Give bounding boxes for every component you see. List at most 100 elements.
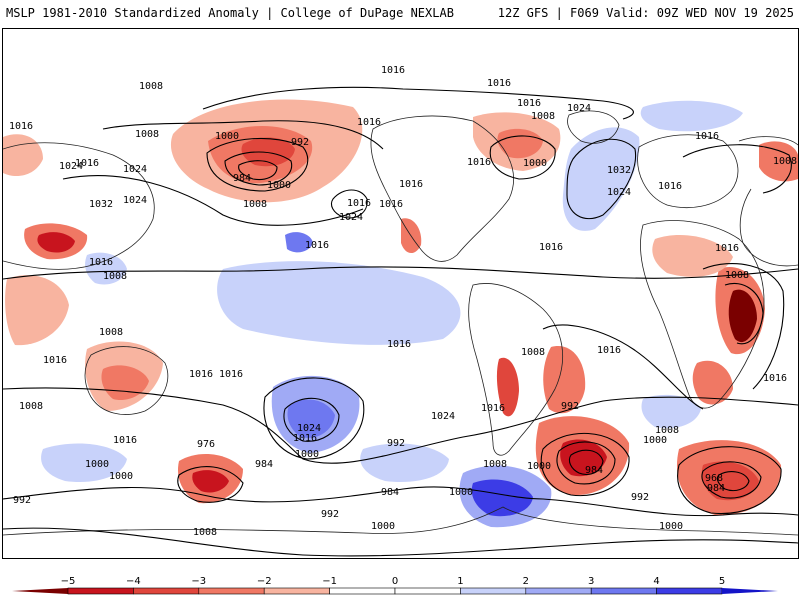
isobar-1024-south-pacific-high	[263, 377, 365, 460]
anomaly-pos-south-pacific-mid	[360, 443, 449, 483]
colorbar-tick-label: −2	[257, 576, 272, 587]
isobar-label: 1024	[297, 423, 321, 434]
isobar-label: 1016	[113, 435, 137, 446]
isobar-1016-atlantic-tropics	[542, 324, 704, 410]
isobar-1008-southern-ocean	[3, 527, 798, 557]
isobar-label: 1000	[215, 131, 239, 142]
isobar-label: 1016	[658, 181, 682, 192]
isobar-label: 1016	[539, 242, 563, 253]
isobar-label: 1016	[467, 157, 491, 168]
coast-asia-east	[738, 136, 798, 267]
anomaly-pos-south-pacific-high-core	[287, 399, 335, 438]
coast-antarctica	[3, 506, 798, 536]
colorbar-tick-label: 2	[523, 576, 529, 587]
isobar-label: 1016	[379, 199, 403, 210]
anomaly-neg-south-indian-core	[701, 461, 759, 501]
isobar-label: 1016	[189, 369, 213, 380]
isobar-label: 1016	[487, 78, 511, 89]
isobar-label: 1008	[139, 81, 163, 92]
anomaly-neg-south-africa	[692, 360, 733, 405]
isobar-label: 1008	[99, 327, 123, 338]
colorbar-swatch	[394, 587, 461, 595]
colorbar-swatch	[460, 587, 527, 595]
isobar-984-south-pacific-west	[177, 466, 244, 503]
coast-australia	[84, 346, 169, 415]
coast-africa	[640, 220, 765, 409]
isobar-1016-subtropics-south	[3, 387, 798, 464]
colorbar-tick-label: 3	[588, 576, 594, 587]
isobar-label: 1024	[431, 411, 455, 422]
isobar-label: 1016	[305, 240, 329, 251]
isobar-1008-north-pacific	[102, 120, 384, 150]
colorbar-tick-label: −1	[322, 576, 337, 587]
anomaly-neg-andes	[496, 357, 519, 417]
anomaly-pos-antarctic-peninsula-core	[471, 479, 533, 517]
anomaly-pos-north-atlantic-ridge	[562, 127, 640, 231]
isobar-984-south-atlantic-low	[568, 449, 604, 476]
isobar-label: 1016	[399, 179, 423, 190]
isobar-1032-south-pacific-high	[283, 397, 340, 442]
negative-anomaly-shading	[3, 99, 798, 516]
isobar-984-low-npac	[238, 160, 278, 181]
anomaly-neg-south-pacific-west-core	[192, 470, 229, 493]
isobar-label: 984	[585, 465, 603, 476]
coast-asia	[3, 142, 155, 270]
isobar-label: 1024	[59, 161, 83, 172]
colorbar-swatches	[12, 587, 778, 595]
colorbar-swatch	[263, 587, 330, 595]
isobar-label: 1016	[381, 65, 405, 76]
colorbar-tick-label: 5	[719, 576, 725, 587]
isobar-label: 1024	[567, 103, 591, 114]
anomaly-pos-east-asia	[85, 252, 127, 285]
anomaly-map: 1016 1008 1016 1016 1024 1008 1016 1032 …	[3, 65, 798, 557]
isobar-1000-south-atlantic-low	[540, 432, 630, 497]
colorbar-tick-label: −4	[126, 576, 141, 587]
isobar-label: 1016	[481, 403, 505, 414]
colorbar-min-arrow	[12, 588, 68, 594]
isobar-label: 1016	[387, 339, 411, 350]
isobar-984-south-indian-low	[701, 461, 762, 499]
isobar-label: 1032	[607, 165, 631, 176]
isobar-label: 1016	[293, 433, 317, 444]
anomaly-neg-brazil	[543, 346, 586, 414]
isobar-label: 984	[707, 483, 725, 494]
isobar-1000-south-indian-low	[677, 446, 782, 515]
isobar-label: 1008	[655, 425, 679, 436]
isobar-label: 976	[197, 439, 215, 450]
isobar-label: 1000	[371, 521, 395, 532]
isobar-label: 984	[255, 459, 273, 470]
isobar-label: 1008	[135, 129, 159, 140]
isobar-contours	[3, 86, 798, 557]
colorbar-swatch	[656, 587, 723, 595]
isobar-label: 1024	[607, 187, 631, 198]
anomaly-pos-indian	[641, 394, 701, 429]
colorbar-swatch	[133, 587, 200, 595]
isobar-label: 1024	[123, 195, 147, 206]
isobar-label: 992	[387, 438, 405, 449]
anomaly-neg-asia-core	[37, 232, 75, 253]
anomaly-pos-southern-ocean-west	[41, 443, 127, 483]
isobar-label: 1016	[347, 198, 371, 209]
isobar-1024-high-npac	[330, 189, 368, 219]
isobar-label: 968	[705, 473, 723, 484]
anomaly-pos-north-pacific-small	[285, 232, 313, 253]
isobar-label: 1008	[19, 401, 43, 412]
coast-europe	[637, 134, 739, 208]
isobar-label: 992	[13, 495, 31, 506]
isobar-label: 992	[291, 137, 309, 148]
isobar-label: 1000	[449, 487, 473, 498]
coast-south-america	[468, 283, 563, 456]
colorbar-swatch	[525, 587, 592, 595]
coastlines	[3, 110, 798, 536]
isobar-1000-southern-ocean	[3, 486, 798, 517]
isobar-label: 1000	[527, 461, 551, 472]
isobar-label: 1016	[357, 117, 381, 128]
isobar-1016-tropics	[3, 266, 798, 280]
anomaly-neg-east-africa-core	[728, 289, 757, 343]
isobar-968-south-indian-low	[716, 471, 750, 492]
coast-north-america	[370, 115, 514, 262]
isobar-label: 1016	[75, 158, 99, 169]
isobar-label: 1016	[43, 355, 67, 366]
isobar-label: 984	[233, 173, 251, 184]
map-panel: 1016 1008 1016 1016 1024 1008 1016 1032 …	[2, 28, 799, 559]
